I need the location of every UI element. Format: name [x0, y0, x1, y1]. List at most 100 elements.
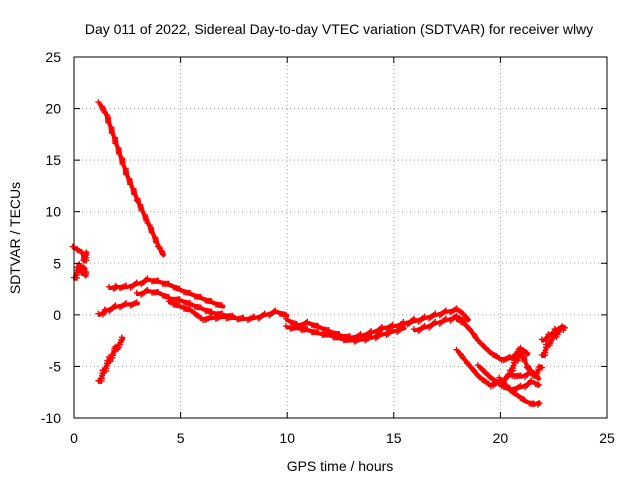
y-tick-label: 15 [45, 152, 61, 168]
data-point [134, 198, 141, 205]
data-point [400, 318, 407, 325]
data-point [83, 249, 90, 256]
data-point [101, 306, 108, 313]
series-track-d [95, 299, 140, 318]
data-point [470, 367, 477, 374]
series-track-s [538, 323, 566, 344]
data-point [74, 264, 81, 271]
data-point [523, 364, 530, 371]
data-point [144, 286, 151, 293]
data-point [432, 318, 439, 325]
data-point [536, 400, 543, 407]
data-layer [69, 99, 568, 408]
data-point [261, 310, 268, 317]
data-point [127, 181, 134, 188]
data-point [378, 324, 385, 331]
data-point [517, 372, 524, 379]
data-point [95, 310, 102, 317]
y-tick-label: 0 [53, 307, 61, 323]
data-point [304, 318, 311, 325]
data-point [80, 264, 87, 271]
data-point [112, 302, 119, 309]
data-point [357, 335, 364, 342]
series-track-m [453, 315, 531, 364]
data-point [283, 315, 289, 322]
data-point [482, 369, 489, 376]
data-point [464, 316, 471, 323]
y-tick-label: 10 [45, 204, 61, 220]
data-point [314, 329, 321, 336]
data-point [453, 315, 460, 322]
data-point [471, 369, 478, 376]
data-point [155, 288, 162, 295]
data-point [69, 243, 76, 250]
data-point [466, 326, 473, 333]
data-point [486, 373, 493, 380]
data-point [197, 294, 204, 301]
data-point [400, 324, 407, 331]
data-point [442, 307, 449, 314]
data-point [187, 300, 194, 307]
data-point [460, 355, 467, 362]
data-point [496, 380, 503, 387]
y-tick-label: 20 [45, 101, 61, 117]
y-tick-label: -10 [41, 410, 61, 426]
data-point [197, 304, 204, 311]
x-axis-title: GPS time / hours [287, 458, 394, 474]
data-point [133, 290, 140, 297]
data-point [506, 353, 513, 360]
data-point [251, 313, 258, 320]
data-point [165, 298, 172, 305]
data-point [530, 400, 537, 407]
data-point [82, 272, 89, 279]
data-point [187, 306, 194, 313]
data-point [346, 336, 353, 343]
data-point [486, 348, 493, 355]
data-point [208, 298, 215, 305]
series-track-a [69, 243, 90, 264]
y-tick-label: 25 [45, 49, 61, 65]
data-point [176, 302, 183, 309]
data-point [106, 283, 113, 290]
data-point [74, 245, 81, 252]
labels-layer: 0 5 10 15 20 25 -10 -5 0 5 10 15 20 25 [41, 49, 615, 446]
y-tick-label: -5 [49, 358, 62, 374]
data-point [112, 140, 119, 147]
data-point [368, 333, 375, 340]
series-track-h [165, 298, 290, 324]
data-point [453, 305, 460, 312]
data-point [378, 330, 385, 337]
data-point [95, 99, 102, 106]
data-point [504, 384, 511, 391]
data-point [336, 334, 343, 341]
data-point [240, 314, 247, 321]
data-point [465, 361, 472, 368]
data-point [219, 312, 226, 319]
data-point [229, 313, 236, 320]
data-point [283, 323, 289, 330]
grid-layer [74, 57, 607, 418]
data-point [474, 337, 481, 344]
data-point [272, 307, 279, 314]
data-point [153, 239, 160, 246]
data-point [517, 348, 524, 355]
data-point [133, 197, 140, 204]
data-point [457, 308, 464, 315]
series-track-k [400, 305, 471, 327]
plot-frame [73, 56, 608, 419]
x-tick-label: 25 [599, 430, 615, 446]
data-point [165, 280, 172, 287]
series-track-j [283, 323, 407, 345]
data-point [123, 171, 130, 178]
data-point [521, 358, 528, 365]
data-point [293, 324, 300, 331]
x-tick-label: 5 [177, 430, 185, 446]
data-point [133, 279, 140, 286]
data-point [410, 326, 417, 333]
series-track-b [70, 261, 90, 281]
series-track-c [95, 99, 166, 258]
series-track-e [95, 334, 126, 385]
data-point [485, 372, 492, 379]
data-point [481, 343, 488, 350]
data-point [472, 334, 479, 341]
